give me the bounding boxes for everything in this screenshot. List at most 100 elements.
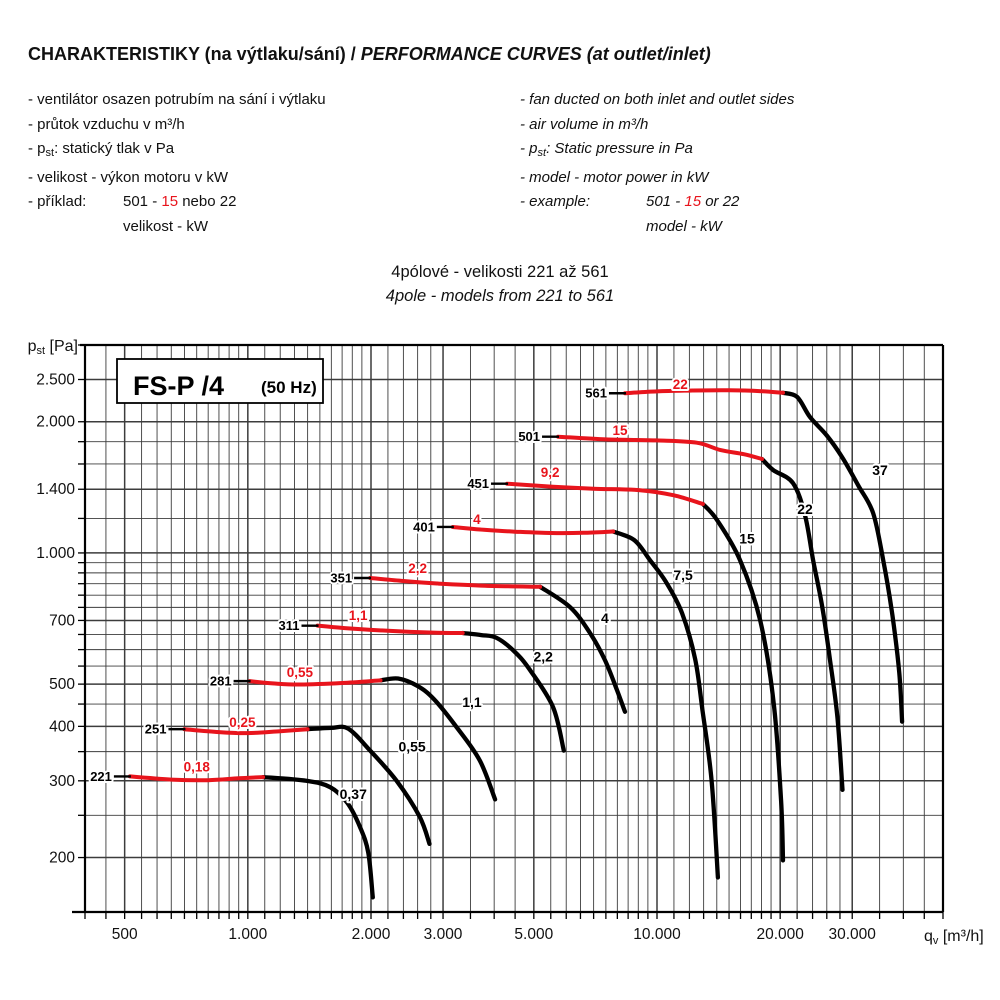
curve-281-black [378,676,498,802]
example-power-highlight: 15 [161,193,179,210]
performance-chart: 500 1.000 2.000 3.000 5.000 10.000 20.000 30.00… [28,338,984,947]
page-title: CHARAKTERISTIKY (na výtlaku/sání) / PERF… [28,44,711,65]
curve-351-red [368,576,543,589]
power-label-red-401: 4 [473,512,481,527]
curve-451-black [700,501,786,863]
curve-251-red [182,727,310,736]
note-item: - pst: statický tlak v Pa [28,140,175,159]
curve-401-black [610,529,721,880]
model-label-311: 311 [279,618,300,633]
power-label-red-281: 0,55 [287,665,314,680]
y-tick-label: 1.000 [36,545,75,562]
curve-311-black [460,630,566,753]
model-label-221: 221 [90,769,112,784]
y-tick-label: 1.400 [36,481,75,498]
note-item: - ventilátor osazen potrubím na sání i v… [28,91,326,108]
power-label-red-311: 1,1 [349,608,368,623]
notes-czech: - ventilátor osazen potrubím na sání i v… [28,88,508,239]
curve-401-red [450,525,616,536]
fan-curve-561: 561 22 37 [583,375,905,724]
y-axis-title: pst [Pa] [28,338,78,357]
curve-221-black [260,774,375,900]
note-item: - velikost - výkon motoru v kW [28,168,229,186]
power-label-black-311: 2,2 [533,649,553,665]
model-label-251: 251 [145,722,167,737]
power-label-black-221: 0,37 [340,786,367,802]
power-label-red-501: 15 [612,423,628,438]
note-item: - průtok vzduchu v m³/h [28,115,185,133]
chart-subtitle-cz: 4pólové - velikosti 221 až 561 [391,263,609,281]
note-item: - fan ducted on both inlet and outlet si… [520,91,795,108]
model-label-351: 351 [330,570,352,585]
page-title-separator: / [345,44,361,64]
fan-curve-251: 251 0,25 0,55 [143,713,432,847]
x-tick-label: 5.000 [514,926,553,943]
y-tick-label: 300 [49,773,75,790]
fan-curve-401: 401 4 7,5 [411,510,721,880]
model-label-401: 401 [413,519,435,534]
curve-351-black [537,584,628,714]
power-label-red-451: 9,2 [541,465,560,480]
chart-frequency: (50 Hz) [261,378,317,397]
note-example: - příklad: 501 - 15 nebo 22 [28,193,237,210]
note-item: - model - motor power in kW [520,168,709,186]
x-tick-label: 30.000 [829,926,877,943]
x-axis-title: qv [m³/h] [924,928,984,947]
example-power-highlight: 15 [684,193,702,210]
fan-curve-311: 311 1,1 2,2 [277,606,566,753]
page-title-en: PERFORMANCE CURVES (at outlet/inlet) [360,44,711,64]
page-title-cz: CHARAKTERISTIKY (na výtlaku/sání) [28,44,346,64]
fan-curve-281: 281 0,55 1,1 [208,663,498,802]
y-tick-label: 200 [49,850,75,867]
power-label-black-251: 0,55 [398,738,425,754]
note-item: - pst: Static pressure in Pa [520,140,693,159]
y-tick-label: 2.500 [36,372,75,389]
plot-frame [72,343,945,914]
curve-251-black [305,724,432,847]
chart-title-box: FS-P /4 (50 Hz) [116,358,324,404]
curve-501-red [556,434,764,461]
model-label-451: 451 [467,476,489,491]
y-tick-label: 400 [49,718,75,735]
power-label-black-281: 1,1 [462,694,482,710]
power-label-black-561: 37 [872,462,888,478]
fan-curve-221: 221 0,18 0,37 [88,758,375,900]
x-tick-label: 3.000 [424,926,463,943]
curve-311-red [315,623,465,635]
curve-281-red [247,678,383,687]
note-example-line2: model - kW [646,217,722,235]
power-label-red-221: 0,18 [184,760,211,775]
power-label-black-351: 4 [601,610,609,626]
note-example-line2: velikost - kW [123,217,209,235]
x-tick-label: 1.000 [228,926,267,943]
curve-451-red [505,481,705,506]
curve-501-black [759,456,845,793]
notes-english: - fan ducted on both inlet and outlet si… [520,88,990,239]
grid [78,344,944,919]
fan-curve-451: 451 9,2 15 [465,463,786,863]
x-tick-label: 10.000 [633,926,681,943]
model-label-561: 561 [585,386,607,401]
curve-561-black [780,390,905,724]
fan-curve-501: 501 15 22 [516,421,845,793]
x-tick-label: 2.000 [352,926,391,943]
note-item: - air volume in m³/h [520,115,649,133]
y-tick-label: 700 [49,612,75,629]
curve-221-red [127,774,266,783]
note-example: - example: 501 - 15 or 22 [520,193,740,210]
power-label-black-501: 22 [797,501,813,517]
model-label-281: 281 [210,674,232,689]
fan-curve-351: 351 2,2 4 [328,559,628,714]
power-label-black-451: 15 [739,530,755,546]
power-label-red-561: 22 [673,377,688,392]
chart-title: FS-P /4 [133,371,224,401]
tick-labels: 500 1.000 2.000 3.000 5.000 10.000 20.000 30.00… [36,372,876,943]
x-tick-label: 20.000 [756,926,804,943]
x-tick-label: 500 [112,926,138,943]
chart-subtitle: 4pólové - velikosti 221 až 561 4pole - m… [0,260,1000,308]
y-tick-label: 500 [49,676,75,693]
curve-561-red [623,388,785,396]
power-label-black-401: 7,5 [673,567,693,583]
model-label-501: 501 [518,429,540,444]
